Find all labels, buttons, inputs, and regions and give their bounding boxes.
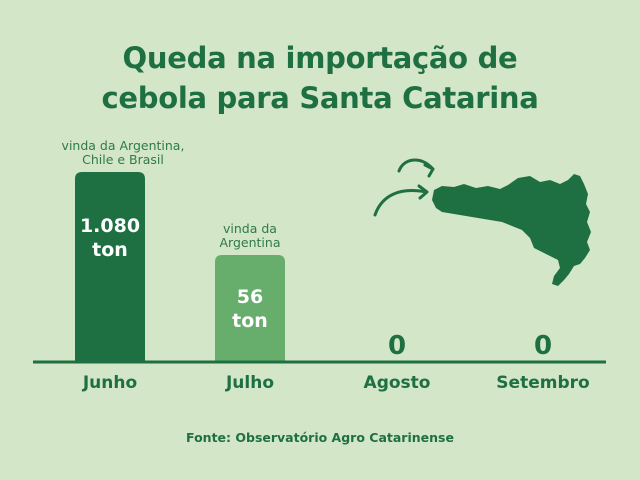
chart-title-line-1: Queda na importação de <box>122 41 518 75</box>
category-label-junho: Junho <box>82 373 137 393</box>
category-label-setembro: Setembro <box>496 373 589 393</box>
value-label-setembro: 0 <box>534 331 552 361</box>
annotation-junho: vinda da Argentina, <box>62 138 185 153</box>
chart-title-line-2: cebola para Santa Catarina <box>101 81 539 115</box>
value-label-agosto: 0 <box>388 331 406 361</box>
category-label-agosto: Agosto <box>364 373 431 393</box>
annotation-julho: Argentina <box>220 235 281 250</box>
chart-title: Queda na importação de cebola para Santa… <box>0 38 640 118</box>
value-label-julho: ton <box>232 310 268 332</box>
curved-arrow-icon <box>373 158 435 217</box>
value-label-julho: 56 <box>237 286 263 308</box>
source-note: Fonte: Observatório Agro Catarinense <box>186 430 454 445</box>
value-label-junho: ton <box>92 239 128 261</box>
bar-julho <box>215 255 285 361</box>
category-label-julho: Julho <box>225 373 274 393</box>
value-label-junho: 1.080 <box>80 215 140 237</box>
annotation-julho: vinda da <box>223 221 277 236</box>
annotation-junho: Chile e Brasil <box>82 152 164 167</box>
bar-junho <box>75 172 145 361</box>
santa-catarina-map-icon <box>373 158 591 286</box>
